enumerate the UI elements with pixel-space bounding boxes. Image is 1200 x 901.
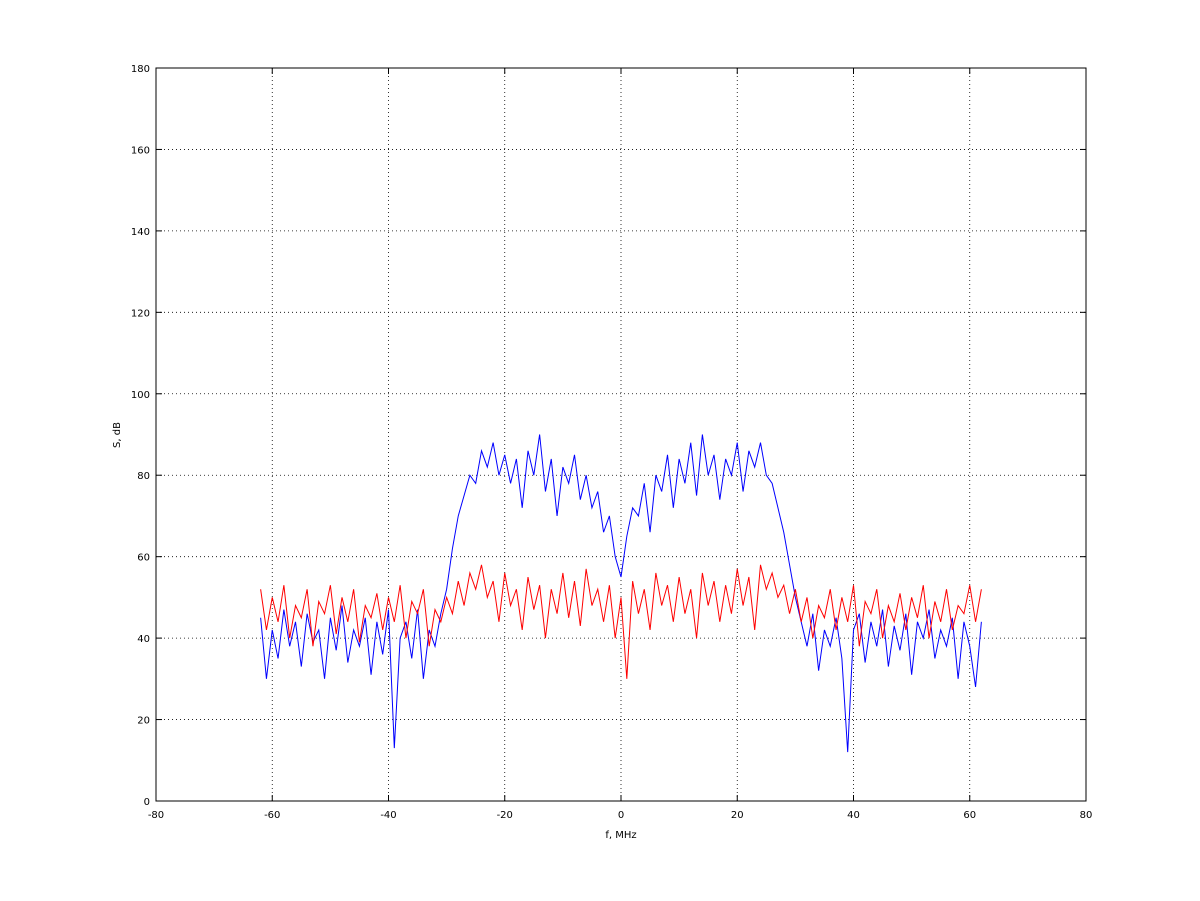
x-tick-label: 20 [731, 810, 744, 821]
y-tick-label: 160 [131, 145, 150, 156]
x-tick-label: -40 [380, 810, 396, 821]
x-tick-label: 60 [963, 810, 976, 821]
x-tick-label: -80 [148, 810, 164, 821]
y-tick-label: 60 [137, 553, 150, 564]
x-tick-label: -60 [264, 810, 280, 821]
y-tick-label: 140 [131, 227, 150, 238]
y-tick-label: 0 [144, 797, 150, 808]
y-tick-label: 120 [131, 308, 150, 319]
series-line [260, 564, 982, 679]
x-tick-label: 0 [618, 810, 624, 821]
plot-frame [155, 67, 1087, 802]
x-tick-label: 80 [1080, 810, 1093, 821]
y-tick-label: 80 [137, 471, 150, 482]
y-tick-label: 40 [137, 634, 150, 645]
x-axis-label: f, MHz [605, 830, 636, 841]
y-tick-label: 20 [137, 716, 150, 727]
x-tick-label: -20 [497, 810, 513, 821]
y-tick-label: 100 [131, 390, 150, 401]
x-tick-label: 40 [847, 810, 860, 821]
y-axis-label: S, dB [112, 422, 123, 448]
y-tick-label: 180 [131, 64, 150, 75]
